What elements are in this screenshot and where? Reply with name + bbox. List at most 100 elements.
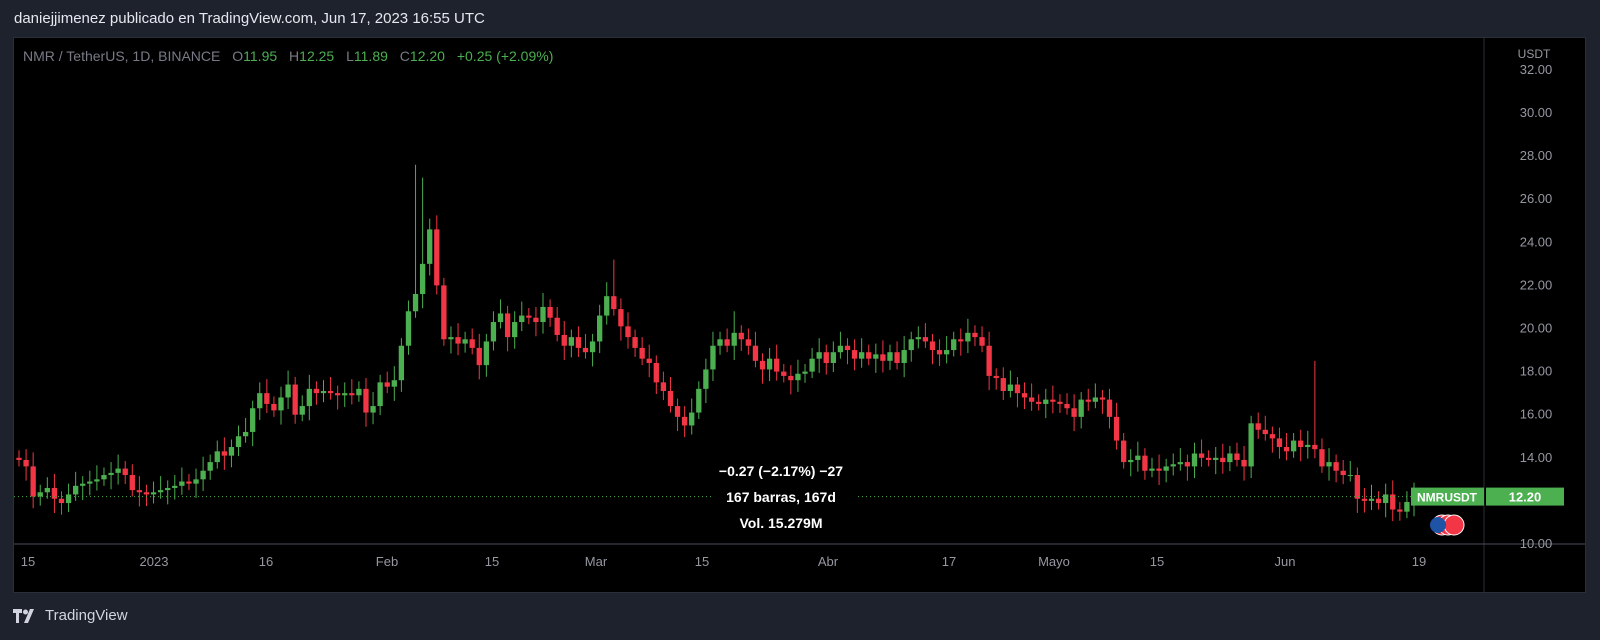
candle-body [936, 350, 943, 355]
candle-body [1397, 509, 1403, 512]
candle-body [646, 358, 652, 363]
candle-body [250, 408, 256, 432]
candle-body [943, 350, 950, 355]
tradingview-logo[interactable]: TradingView [13, 607, 128, 624]
candle-body [837, 345, 844, 353]
candle-body [221, 451, 228, 456]
open-label: O [232, 48, 244, 64]
candle-body [299, 406, 305, 415]
event-flag-icon[interactable] [1443, 514, 1465, 536]
candle-body [44, 487, 50, 493]
candle-body [101, 475, 107, 480]
candle-body [866, 352, 872, 359]
candle-body [1333, 462, 1339, 471]
candle-body [972, 332, 978, 338]
candle-body [1014, 384, 1021, 394]
candle-body [1340, 470, 1346, 476]
high-value: 12.25 [299, 48, 335, 64]
candle-body [434, 229, 440, 286]
candle-body [235, 436, 242, 448]
price-tag: NMRUSDT 12.20 [1411, 487, 1564, 536]
low-label: L [346, 48, 354, 64]
candle-body [1290, 440, 1297, 452]
candle-body [816, 352, 822, 359]
candle-body [1064, 403, 1070, 409]
candle-body [887, 352, 893, 361]
candle-body [1269, 434, 1276, 439]
candle-body [200, 470, 206, 480]
candle-body [1276, 438, 1283, 448]
candle-body [1021, 393, 1028, 398]
candle-body [1368, 498, 1375, 501]
us-flag-icon[interactable] [1430, 517, 1446, 533]
candle-body [16, 457, 22, 460]
candle-body [455, 337, 461, 344]
candle-body [894, 352, 900, 363]
candle-body [157, 490, 164, 493]
candle-body [1326, 462, 1332, 467]
candle-body [901, 350, 907, 363]
candle-body [58, 498, 65, 504]
candle-body [781, 371, 787, 376]
candle-body [412, 294, 419, 312]
chart-frame[interactable]: USDT 32.00 30.00 28.00 26.00 24.00 22.00 20.00 1… [13, 37, 1586, 593]
candle-body [320, 390, 327, 394]
candle-body [72, 485, 79, 495]
candle-body [1354, 475, 1361, 499]
x-tick-label: 17 [942, 554, 956, 569]
candle-body [922, 337, 929, 342]
y-tick-label: 24.00 [1520, 234, 1553, 249]
candle-body [94, 479, 100, 482]
candle-body [1170, 464, 1176, 467]
candle-body [1361, 498, 1368, 501]
candle-body [441, 285, 447, 340]
candle-body [951, 339, 957, 351]
candle-body [1383, 494, 1389, 504]
candle-body [150, 492, 157, 495]
candle-body [278, 397, 284, 411]
candle-body [589, 341, 596, 353]
y-tick-label: 20.00 [1520, 321, 1553, 336]
candle-body [80, 483, 86, 486]
candle-body [384, 382, 390, 387]
candle-body [87, 481, 93, 484]
candle-body [1177, 462, 1183, 465]
candle-body [476, 347, 482, 366]
low-value: 11.89 [353, 48, 388, 64]
candle-body [554, 317, 560, 335]
x-tick-label: Jun [1275, 554, 1296, 569]
candle-body [540, 306, 546, 323]
candle-body [1283, 447, 1290, 452]
candle-body [582, 347, 589, 353]
candle-body [929, 341, 936, 351]
candle-body [823, 352, 829, 363]
candle-body [1113, 416, 1120, 441]
candle-body [483, 341, 490, 366]
x-tick-label: 15 [1150, 554, 1164, 569]
candle-body [193, 479, 199, 484]
candle-body [1149, 468, 1155, 471]
symbol-tag-label: NMRUSDT [1417, 491, 1478, 505]
candle-body [674, 406, 681, 417]
candle-body [1043, 399, 1049, 404]
y-tick-label: 14.00 [1520, 450, 1553, 465]
measure-tooltip: −0.27 (−2.17%) −27 167 barras, 167d Vol. 1… [712, 460, 858, 540]
change-value: +0.25 (+2.09%) [456, 48, 554, 64]
tradingview-brand: TradingView [45, 607, 128, 624]
candle-body [1319, 449, 1325, 467]
candle-body [986, 345, 992, 376]
candle-body [1028, 397, 1035, 402]
candle-body [108, 472, 114, 476]
y-tick-label: 32.00 [1520, 62, 1553, 77]
candle-body [611, 296, 617, 310]
candle-body [1347, 475, 1353, 477]
candle-body [1106, 399, 1113, 417]
x-tick-label: 15 [485, 554, 499, 569]
high-label: H [289, 48, 300, 64]
candle-body [1213, 457, 1219, 460]
candle-body [1375, 498, 1382, 504]
candle-body [703, 369, 709, 389]
measure-line-1: −0.27 (−2.17%) −27 [719, 463, 843, 479]
